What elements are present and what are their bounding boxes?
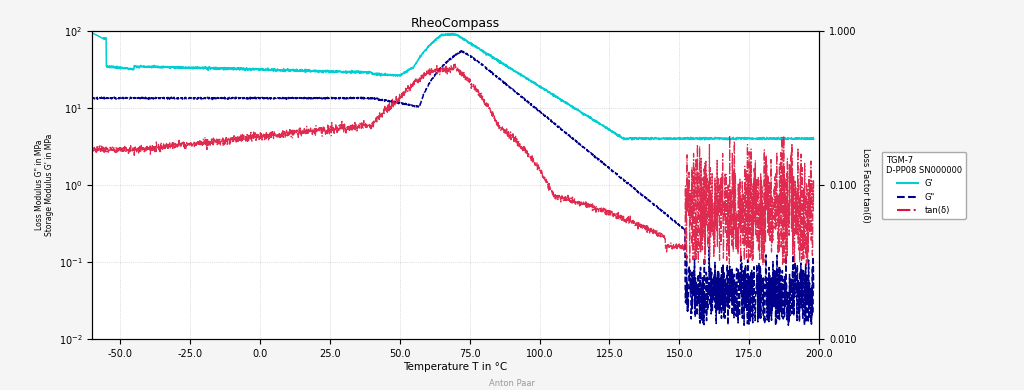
G"	[808, 287, 820, 292]
G"	[211, 96, 223, 100]
G'	[168, 64, 180, 69]
G'	[86, 30, 98, 35]
G"	[716, 278, 728, 282]
Line: tan(δ): tan(δ)	[92, 64, 814, 265]
G"	[455, 48, 467, 53]
tan(δ)	[86, 148, 98, 152]
tan(δ)	[800, 263, 812, 268]
G"	[168, 96, 180, 101]
G'	[394, 74, 407, 78]
Line: G": G"	[92, 51, 814, 325]
G"	[769, 323, 781, 328]
tan(δ)	[211, 142, 223, 147]
tan(δ)	[808, 176, 820, 181]
G"	[362, 96, 375, 101]
G"	[794, 270, 806, 275]
G'	[794, 136, 806, 141]
Legend: G', G", tan(δ): G', G", tan(δ)	[882, 152, 966, 219]
G'	[362, 69, 375, 74]
Y-axis label: Loss Modulus G" in MPa
Storage Modulus G' in MPa: Loss Modulus G" in MPa Storage Modulus G…	[35, 134, 54, 236]
X-axis label: Temperature T in °C: Temperature T in °C	[403, 362, 508, 372]
G"	[394, 101, 407, 106]
tan(δ)	[450, 62, 462, 66]
G'	[716, 136, 728, 140]
tan(δ)	[362, 122, 375, 127]
G'	[211, 67, 223, 72]
G"	[86, 97, 98, 101]
tan(δ)	[168, 145, 180, 150]
Y-axis label: Loss Factor tan(δ): Loss Factor tan(δ)	[860, 148, 869, 223]
tan(δ)	[394, 95, 407, 99]
tan(δ)	[794, 260, 806, 264]
Line: G': G'	[92, 33, 814, 140]
Title: RheoCompass: RheoCompass	[411, 17, 501, 30]
tan(δ)	[716, 214, 728, 218]
G'	[626, 138, 638, 142]
G'	[808, 137, 820, 142]
Text: Anton Paar: Anton Paar	[489, 379, 535, 388]
